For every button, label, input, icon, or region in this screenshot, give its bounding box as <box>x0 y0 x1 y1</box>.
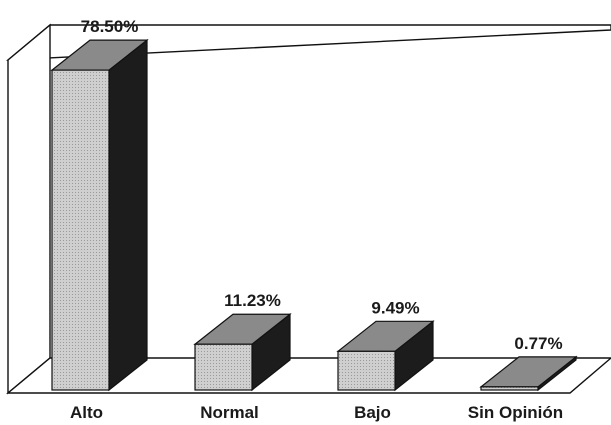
category-label-alto: Alto <box>70 403 103 422</box>
category-labels: Alto Normal Bajo Sin Opinión <box>70 403 563 422</box>
bar-front <box>51 69 110 391</box>
value-labels: 78.50% 11.23% 9.49% 0.77% <box>81 17 563 353</box>
bars <box>50 38 578 392</box>
bar-side <box>108 38 148 392</box>
value-label-bajo: 9.49% <box>371 298 419 317</box>
bar-normal <box>193 312 292 392</box>
value-label-alto: 78.50% <box>81 17 139 36</box>
bar-sin-opinion <box>479 355 578 392</box>
value-label-normal: 11.23% <box>224 291 281 310</box>
left-wall <box>7 23 51 395</box>
floor <box>6 357 611 394</box>
bar-front <box>480 386 539 391</box>
category-label-bajo: Bajo <box>354 403 391 422</box>
category-label-normal: Normal <box>200 403 259 422</box>
bar-alto <box>50 38 149 392</box>
value-label-sin-opinion: 0.77% <box>514 334 562 353</box>
category-label-sin-opinion: Sin Opinión <box>468 403 563 422</box>
bar-bajo <box>336 320 435 392</box>
bar-front <box>194 343 253 391</box>
chart-frame <box>5 23 611 395</box>
bar-front <box>337 350 396 391</box>
